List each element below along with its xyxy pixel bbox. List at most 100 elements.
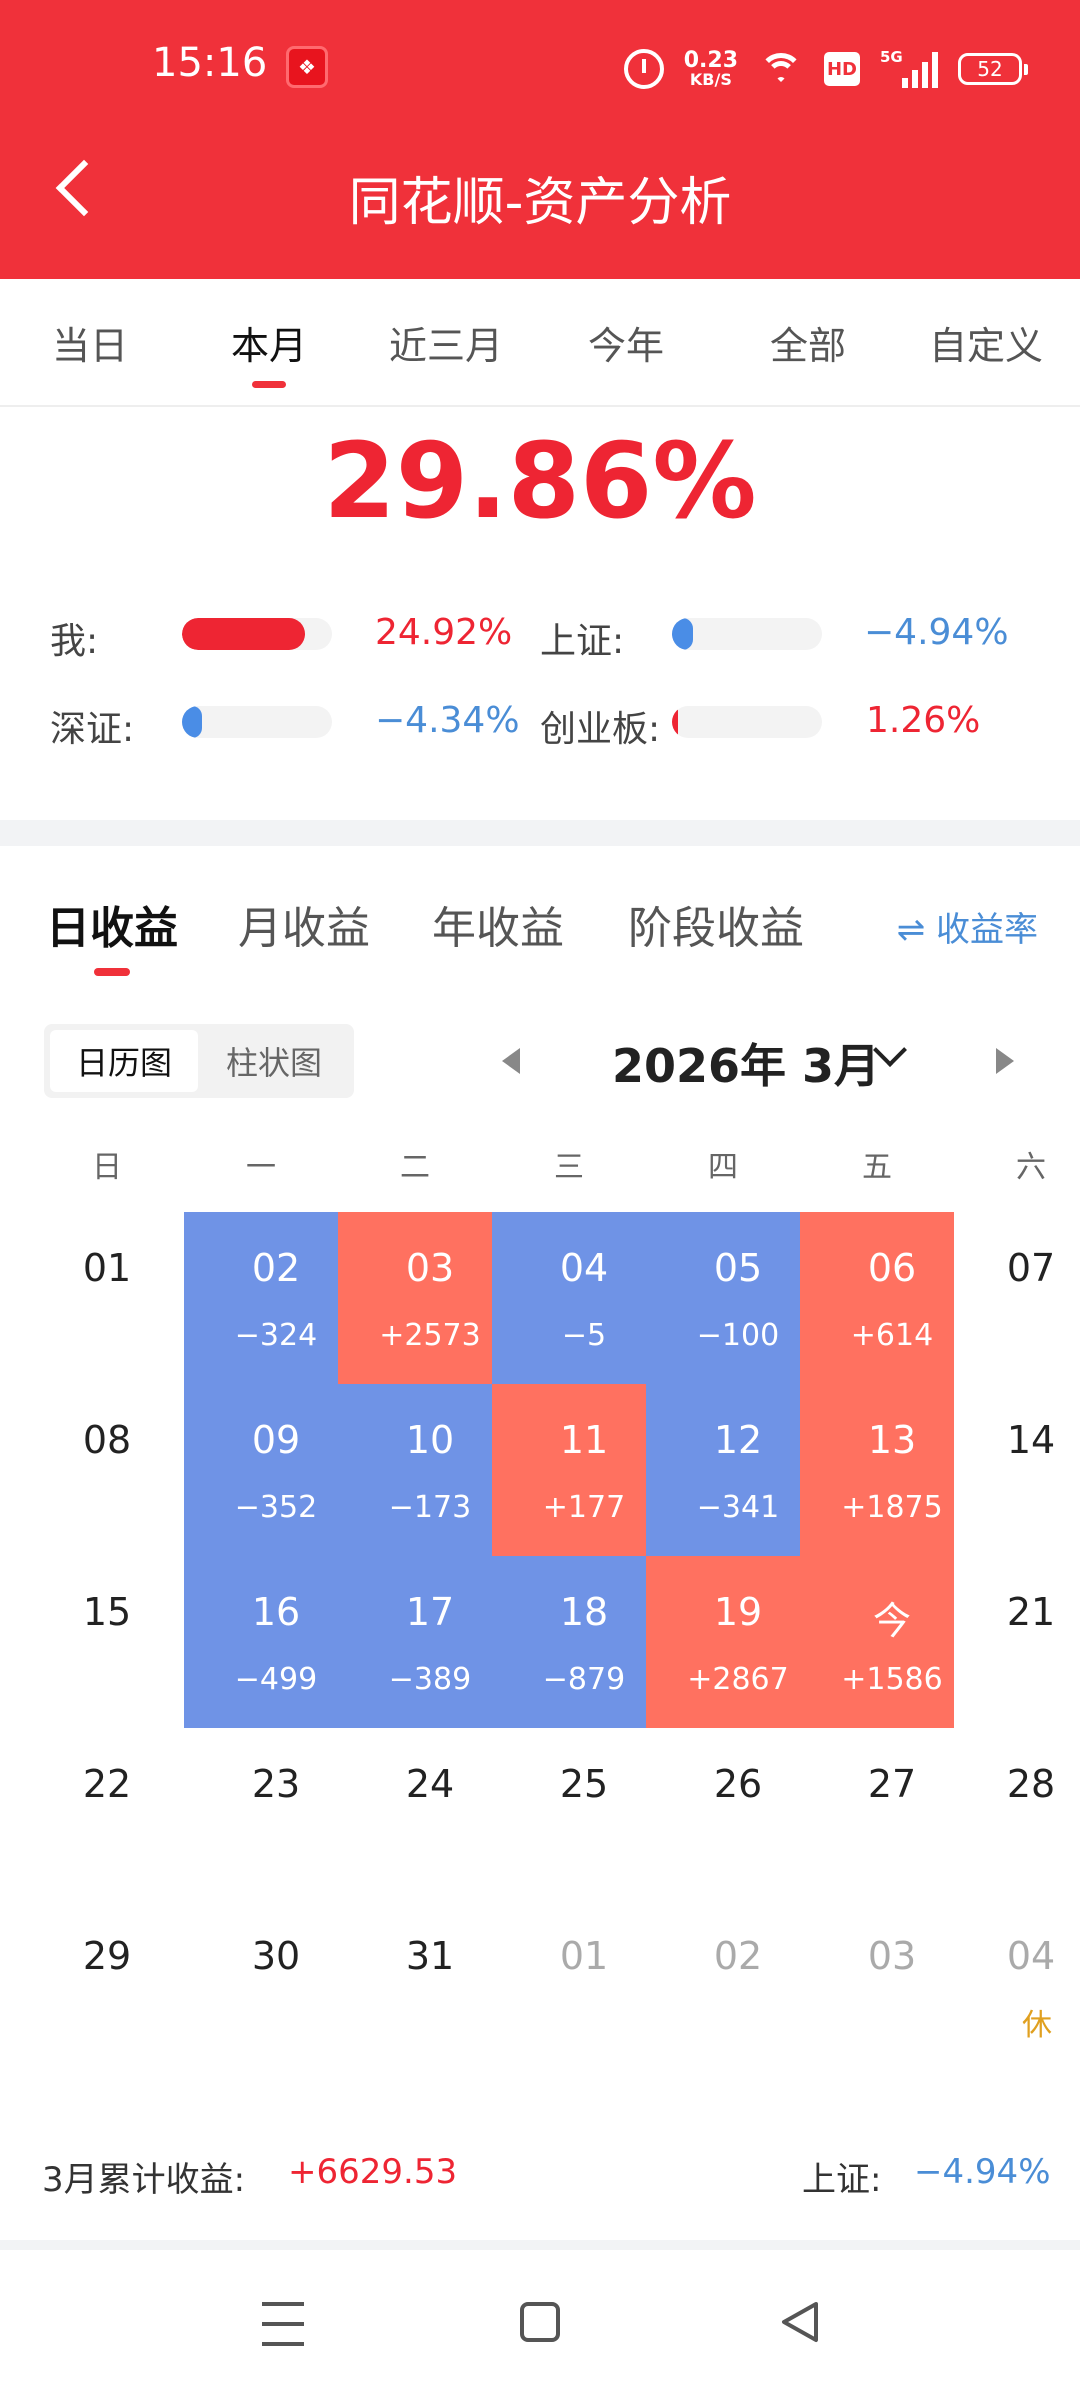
calendar-day-cell[interactable]: 19 +2867 (646, 1556, 800, 1728)
tab-custom[interactable]: 自定义 (928, 324, 1043, 368)
calendar-day-cell[interactable]: 14 (954, 1384, 1080, 1556)
calendar-day-number: 12 (713, 1418, 763, 1462)
calendar-day-number: 02 (713, 1934, 763, 1978)
tab-today[interactable]: 当日 (51, 324, 128, 368)
calendar-day-cell[interactable]: 09 −352 (184, 1384, 338, 1556)
calendar-day-cell[interactable]: 04 −5 (492, 1212, 646, 1384)
calendar-day-cell[interactable]: 25 (492, 1728, 646, 1900)
calendar-day-cell[interactable]: 今 +1586 (800, 1556, 954, 1728)
calendar-day-cell[interactable]: 30 (184, 1900, 338, 2072)
calendar-day-cell[interactable]: 21 (954, 1556, 1080, 1728)
calendar-day-pnl: +1586 (841, 1662, 943, 1697)
weekday-label: 日 (92, 1150, 122, 1185)
calendar-day-pnl: +2573 (379, 1318, 481, 1353)
calendar-day-cell[interactable]: 04 (954, 1900, 1080, 2072)
tab-all[interactable]: 全部 (769, 324, 846, 368)
tab-daily-return[interactable]: 日收益 (46, 903, 178, 954)
index-value: −4.94% (914, 2152, 1051, 2192)
network-type: 5G (880, 48, 903, 66)
tab-period-return[interactable]: 阶段收益 (628, 903, 804, 954)
tab-yearly-return[interactable]: 年收益 (432, 903, 564, 954)
cellular-signal-icon: 5G (880, 48, 938, 88)
bar-view-button[interactable]: 柱状图 (225, 1044, 322, 1082)
calendar-day-cell[interactable]: 01 (30, 1212, 184, 1384)
calendar-day-pnl: −100 (696, 1318, 780, 1353)
compare-value-shanghai: −4.94% (864, 612, 1009, 653)
calendar-day-number: 08 (82, 1418, 132, 1462)
return-rate-toggle[interactable]: ⇌ 收益率 (896, 910, 1038, 950)
calendar-day-pnl: +2867 (687, 1662, 789, 1697)
calendar-day-number: 13 (867, 1418, 917, 1462)
calendar-day-number: 07 (1006, 1246, 1056, 1290)
calendar-day-cell[interactable]: 18 −879 (492, 1556, 646, 1728)
calendar-day-cell[interactable]: 06 +614 (800, 1212, 954, 1384)
compare-bar-fill (182, 618, 305, 650)
calendar-view-button[interactable]: 日历图 (50, 1030, 198, 1092)
calendar-day-cell[interactable]: 23 (184, 1728, 338, 1900)
tab-three-months[interactable]: 近三月 (388, 324, 503, 368)
calendar-day-cell[interactable]: 31 (338, 1900, 492, 2072)
system-nav-bar (0, 2250, 1080, 2400)
calendar-day-cell[interactable]: 13 +1875 (800, 1384, 954, 1556)
compare-value-shenzhen: −4.34% (375, 700, 520, 741)
index-label: 上证: (802, 2160, 882, 2200)
month-total-value: +6629.53 (288, 2152, 458, 2192)
month-selector[interactable]: 2026年 3月 (612, 1039, 881, 1093)
calendar-day-cell[interactable]: 26 (646, 1728, 800, 1900)
calendar-day-cell[interactable]: 15 (30, 1556, 184, 1728)
calendar-day-cell[interactable]: 01 (492, 1900, 646, 2072)
network-speed-value: 0.23 (683, 48, 738, 73)
home-icon[interactable] (520, 2302, 560, 2342)
network-speed-unit: KB/S (689, 70, 732, 89)
calendar-day-number: 01 (559, 1934, 609, 1978)
calendar-day-cell[interactable]: 27 (800, 1728, 954, 1900)
active-tab-indicator (252, 381, 286, 388)
footer-divider (0, 2240, 1080, 2250)
active-return-tab-indicator (94, 968, 130, 976)
calendar-day-cell[interactable]: 24 (338, 1728, 492, 1900)
nav-back-icon[interactable] (778, 2300, 822, 2344)
calendar-day-pnl: −352 (234, 1490, 318, 1525)
calendar-day-cell[interactable]: 16 −499 (184, 1556, 338, 1728)
compare-label-shanghai: 上证: (540, 621, 625, 662)
month-total-label: 3月累计收益: (42, 2160, 246, 2200)
holiday-marker: 休 (1022, 2008, 1052, 2043)
calendar-day-cell[interactable]: 02 −324 (184, 1212, 338, 1384)
total-return-value: 29.86% (323, 420, 757, 542)
weekday-label: 一 (246, 1150, 276, 1185)
calendar-day-cell[interactable]: 10 −173 (338, 1384, 492, 1556)
calendar-day-cell[interactable]: 29 (30, 1900, 184, 2072)
calendar-day-cell[interactable]: 03 (800, 1900, 954, 2072)
compare-bar-chinext (672, 706, 822, 738)
compare-bar-me (182, 618, 332, 650)
tab-monthly-return[interactable]: 月收益 (238, 903, 370, 954)
next-month-icon[interactable] (996, 1048, 1014, 1074)
compare-value-me: 24.92% (375, 612, 513, 653)
calendar-day-number: 19 (713, 1590, 763, 1634)
calendar-day-number: 16 (251, 1590, 301, 1634)
calendar-day-cell[interactable]: 02 (646, 1900, 800, 2072)
compare-bar-fill (182, 706, 202, 738)
calendar-day-number: 09 (251, 1418, 301, 1462)
tab-this-month[interactable]: 本月 (230, 324, 307, 368)
period-tabs: 当日 本月 近三月 今年 全部 自定义 (0, 279, 1080, 407)
calendar-day-cell[interactable]: 22 (30, 1728, 184, 1900)
calendar-day-number: 31 (405, 1934, 455, 1978)
calendar-day-number: 23 (251, 1762, 301, 1806)
calendar-day-cell[interactable]: 08 (30, 1384, 184, 1556)
calendar-day-cell[interactable]: 03 +2573 (338, 1212, 492, 1384)
calendar-day-cell[interactable]: 11 +177 (492, 1384, 646, 1556)
calendar-day-cell[interactable]: 05 −100 (646, 1212, 800, 1384)
tab-this-year[interactable]: 今年 (587, 324, 664, 368)
notification-app-icon: ❖ (286, 46, 328, 88)
calendar-day-pnl: −499 (234, 1662, 318, 1697)
calendar-day-cell[interactable]: 12 −341 (646, 1384, 800, 1556)
calendar-day-number: 04 (1006, 1934, 1056, 1978)
prev-month-icon[interactable] (502, 1048, 520, 1074)
calendar-day-pnl: +177 (542, 1490, 626, 1525)
calendar-day-cell[interactable]: 17 −389 (338, 1556, 492, 1728)
weekday-label: 五 (862, 1150, 892, 1185)
menu-icon[interactable] (262, 2302, 304, 2346)
calendar-day-cell[interactable]: 07 (954, 1212, 1080, 1384)
calendar-day-cell[interactable]: 28 (954, 1728, 1080, 1900)
